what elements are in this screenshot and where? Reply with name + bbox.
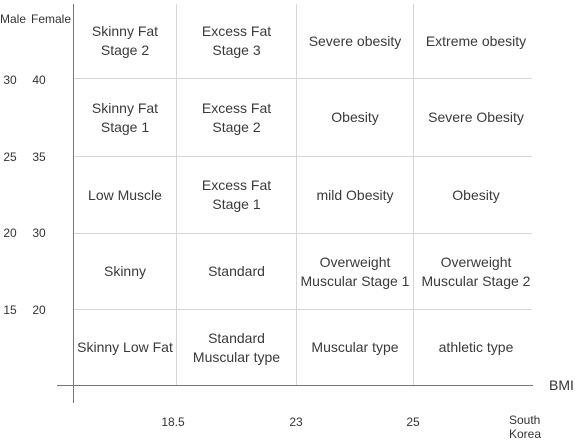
grid-cell: Severe obesity — [308, 32, 402, 49]
grid-line-horizontal — [73, 156, 532, 157]
y-tick-male: 30 — [3, 73, 17, 87]
y-tick-female: 30 — [32, 226, 46, 240]
y-tick-female: 20 — [32, 303, 46, 317]
grid-cell: Extreme obesity — [425, 32, 527, 49]
grid-cell: athletic type — [438, 339, 514, 355]
grid-cell: mild Obesity — [316, 186, 394, 203]
grid-line-vertical — [413, 4, 414, 385]
y-tick-female: 40 — [32, 73, 46, 87]
region-label: South Korea — [509, 413, 542, 441]
y-tick-male: 15 — [3, 303, 17, 317]
grid-line-horizontal — [73, 233, 532, 234]
grid-cell: Skinny — [103, 263, 147, 279]
female-header: Female — [31, 12, 72, 26]
grid-cell: Skinny Fat Stage 2 — [91, 23, 159, 58]
grid-cell: Overweight Muscular Stage 2 — [421, 253, 531, 289]
grid-line-vertical — [176, 4, 177, 385]
grid-cell: Excess Fat Stage 2 — [201, 99, 272, 135]
grid-cell: Excess Fat Stage 3 — [201, 23, 272, 58]
y-tick-male: 25 — [3, 150, 17, 164]
grid-line-horizontal — [73, 78, 532, 79]
x-tick: 25 — [406, 415, 420, 429]
male-header: Male — [0, 12, 27, 26]
grid-cell: Muscular type — [311, 339, 399, 355]
grid-cell: Standard Muscular type — [192, 329, 281, 365]
grid-line-vertical — [296, 4, 297, 385]
grid-line-horizontal — [73, 309, 532, 310]
x-tick: 23 — [289, 415, 303, 429]
x-axis-label: BMI — [549, 377, 574, 393]
y-tick-male: 20 — [3, 226, 17, 240]
grid-cell: Low Muscle — [88, 186, 162, 203]
y-tick-female: 35 — [32, 150, 46, 164]
grid-cell: Obesity — [452, 186, 500, 203]
x-tick: 18.5 — [161, 415, 185, 429]
x-axis — [57, 385, 533, 386]
grid-cell: Overweight Muscular Stage 1 — [300, 253, 410, 289]
grid-cell: Obesity — [331, 109, 379, 125]
grid-cell: Skinny Low Fat — [77, 339, 173, 355]
y-axis — [73, 4, 74, 403]
grid-cell: Excess Fat Stage 1 — [201, 177, 272, 212]
grid-cell: Standard — [208, 263, 265, 279]
grid-cell: Severe Obesity — [428, 109, 524, 125]
grid-cell: Skinny Fat Stage 1 — [91, 99, 159, 135]
